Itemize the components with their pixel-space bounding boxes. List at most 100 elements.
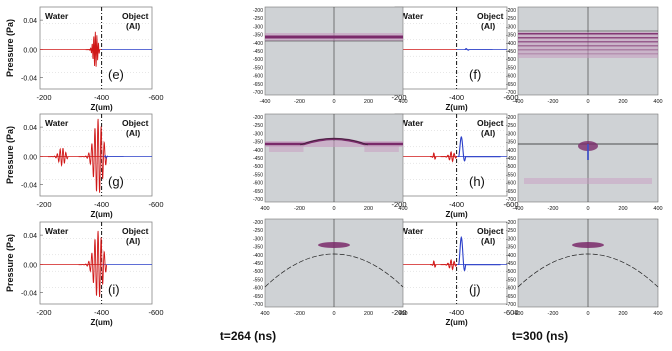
wavefront-glow	[265, 141, 403, 147]
heatmap-y-tick: -250	[253, 228, 263, 234]
heatmap-y-tick: -700	[253, 302, 263, 308]
heatmap-y-tick: -300	[253, 24, 263, 30]
heatmap-x-tick: -400	[259, 99, 270, 105]
heatmap-y-tick: -350	[506, 33, 516, 39]
heatmap-y-tick: -650	[253, 82, 263, 88]
pressure-plot-h: 0.60.40.20.0-0.2-0.4-0.6Pressure (Pa)-20…	[360, 113, 519, 219]
heatmap-y-tick: -200	[506, 220, 516, 226]
heatmap-y-tick: -650	[253, 294, 263, 300]
water-burst	[78, 118, 108, 193]
heatmap-y-tick: -650	[253, 189, 263, 195]
panel-letter: (g)	[108, 174, 124, 189]
object-label-line: Object	[477, 226, 504, 236]
y-tick-label: -0.04	[21, 183, 37, 190]
heatmap-y-tick: -400	[253, 148, 263, 154]
heatmap-y-tick: -550	[253, 172, 263, 178]
heatmap-y-tick: -400	[506, 41, 516, 47]
x-axis-label: Z(um)	[445, 318, 468, 327]
water-burst	[440, 258, 458, 271]
water-label: Water	[400, 118, 424, 128]
heatmap-x-tick: -400	[512, 206, 523, 212]
heatmap-x-tick: 400	[653, 99, 662, 105]
heatmap-y-tick: -200	[253, 8, 263, 14]
wavefront	[265, 35, 403, 39]
x-tick-label: -600	[503, 200, 518, 209]
heatmap-y-tick: -600	[506, 74, 516, 80]
object-label-line: (Al)	[481, 21, 495, 31]
heatmap-y-tick: -450	[253, 49, 263, 55]
heatmap-x-tick: -200	[294, 311, 305, 317]
heatmap-x-tick: 200	[618, 311, 627, 317]
heatmap-y-tick: -350	[253, 33, 263, 39]
x-tick-label: -200	[36, 93, 51, 102]
heatmap-y-tick: -600	[253, 286, 263, 292]
heatmap-y-tick: -200	[506, 115, 516, 121]
object-label-line: Object	[122, 11, 149, 21]
x-axis-label: Z(um)	[445, 103, 468, 112]
heatmap-y-tick: -300	[506, 131, 516, 137]
object-label-line: (Al)	[126, 21, 140, 31]
heatmap-x-tick: 400	[653, 311, 662, 317]
heatmap-y-tick: -250	[253, 123, 263, 129]
wavefront-band	[518, 33, 658, 35]
heatmap-y-tick: -350	[506, 245, 516, 251]
heatmap-y-tick: -500	[506, 269, 516, 275]
wavefront-tail	[364, 146, 399, 152]
heatmap-x-tick: 200	[364, 311, 373, 317]
heatmap-y-tick: -250	[506, 16, 516, 22]
heatmap-y-tick: -250	[506, 123, 516, 129]
x-tick-label: -600	[148, 308, 163, 317]
heatmap-y-tick: -700	[506, 90, 516, 96]
y-tick-label: 0.04	[23, 125, 37, 132]
heatmap-y-tick: -300	[253, 131, 263, 137]
heatmap-y-tick: -650	[506, 294, 516, 300]
heatmap-x-tick: -200	[547, 311, 558, 317]
heatmap-x-tick: 200	[364, 99, 373, 105]
heatmap-y-tick: -400	[253, 41, 263, 47]
object-label-line: (Al)	[481, 128, 495, 138]
heatmap-y-tick: -500	[253, 164, 263, 170]
heatmap-x-tick: 400	[260, 206, 269, 212]
object-label: Object (Al)	[477, 226, 504, 246]
plot-frame	[394, 6, 508, 90]
heatmap-y-tick: -450	[506, 156, 516, 162]
heatmap-x-tick: -200	[294, 99, 305, 105]
heatmap-y-tick: -650	[506, 189, 516, 195]
heatmap-t264-row1: -200 -250 -300 -350 -400 -450 -500 -550 -600 -650…	[253, 113, 408, 212]
object-label: Object (Al)	[122, 118, 149, 138]
object-label-line: (Al)	[126, 236, 140, 246]
heatmap-y-tick: -600	[253, 181, 263, 187]
heatmap-x-tick: 0	[586, 311, 589, 317]
x-tick-label: -200	[391, 93, 406, 102]
panel-letter: (h)	[469, 174, 485, 189]
heatmap-y-tick: -450	[253, 261, 263, 267]
y-tick-label: 0.04	[23, 233, 37, 240]
object-ripple	[464, 47, 493, 51]
y-axis-label: Pressure (Pa)	[5, 19, 15, 77]
heatmap-y-tick: -550	[253, 277, 263, 283]
heatmap-t264-row0: -200 -250 -300 -350 -400 -450 -500 -550 -600 -650…	[253, 6, 408, 105]
object-label-line: Object	[477, 11, 504, 21]
heatmap-x-tick: 0	[586, 206, 589, 212]
water-burst	[78, 230, 108, 297]
object-label-line: Object	[122, 118, 149, 128]
heatmap-x-tick: 400	[260, 311, 269, 317]
water-label: Water	[45, 118, 69, 128]
heatmap-y-tick: -300	[506, 24, 516, 30]
heatmap-x-tick: 200	[618, 99, 627, 105]
heatmap-y-tick: -550	[506, 172, 516, 178]
x-tick-label: -600	[503, 308, 518, 317]
pressure-plot-g: 0.04 0.00 -0.04 Pressure (Pa) -200 -400 -600 Z(…	[5, 113, 164, 219]
pressure-plot-f: 0.60.40.20.0-0.2-0.4-0.6Pressure (Pa)-20…	[360, 6, 519, 112]
x-tick-label: -400	[449, 308, 464, 317]
heatmap-y-tick: -400	[506, 148, 516, 154]
object-ripple	[104, 154, 124, 160]
heatmap-x-tick: -400	[512, 311, 523, 317]
heatmap-x-tick: 0	[332, 206, 335, 212]
x-axis-label: Z(um)	[90, 210, 113, 219]
x-axis-label: Z(um)	[90, 103, 113, 112]
heatmap-y-tick: -450	[506, 261, 516, 267]
water-burst-small	[48, 147, 69, 167]
plot-frame	[394, 113, 508, 197]
